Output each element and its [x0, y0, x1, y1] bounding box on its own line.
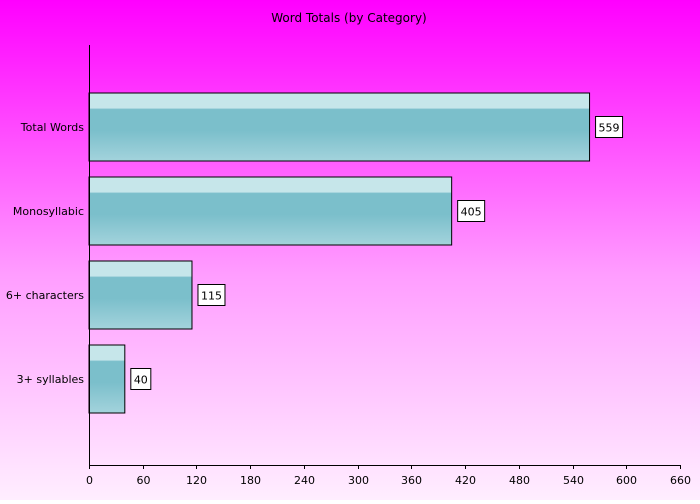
data-label: 40 — [134, 374, 148, 387]
bar-3-syllables — [88, 344, 126, 414]
x-tick-label: 60 — [137, 474, 151, 487]
x-tick-label: 180 — [240, 474, 261, 487]
chart-title: Word Totals (by Category) — [271, 11, 426, 25]
data-label-box — [197, 284, 226, 306]
category-label: 3+ syllables — [17, 373, 85, 386]
bar-total-words — [88, 92, 591, 162]
x-tick-label: 300 — [348, 474, 369, 487]
bar-monosyllabic — [88, 176, 453, 246]
bar-6-characters — [88, 260, 193, 330]
data-label: 405 — [461, 206, 482, 219]
x-tick-label: 480 — [509, 474, 530, 487]
x-tick-label: 120 — [186, 474, 207, 487]
data-label-box — [595, 116, 624, 138]
x-tick-label: 420 — [455, 474, 476, 487]
data-label: 559 — [599, 122, 620, 135]
x-tick-label: 240 — [294, 474, 315, 487]
data-label-box — [457, 200, 486, 222]
category-label: Total Words — [20, 121, 84, 134]
x-tick-label: 0 — [86, 474, 93, 487]
x-tick-label: 360 — [401, 474, 422, 487]
category-label: 6+ characters — [6, 289, 84, 302]
category-label: Monosyllabic — [13, 205, 84, 218]
x-tick-label: 660 — [670, 474, 691, 487]
data-label: 115 — [201, 290, 222, 303]
data-label-box — [130, 368, 152, 390]
x-tick-label: 540 — [563, 474, 584, 487]
x-tick-label: 600 — [616, 474, 637, 487]
